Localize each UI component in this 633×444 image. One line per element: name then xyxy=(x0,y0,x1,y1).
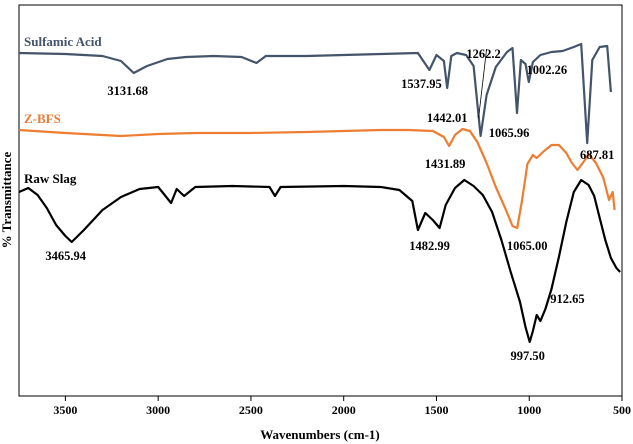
peak-label: 912.65 xyxy=(550,292,584,306)
peak-label: 687.81 xyxy=(580,148,614,162)
series-group xyxy=(18,42,621,344)
x-axis-label: Wavenumbers (cm-1) xyxy=(260,427,380,442)
x-tick-label: 3500 xyxy=(53,403,77,417)
peak-label: 997.50 xyxy=(511,349,545,363)
peak-label: 3131.68 xyxy=(107,84,148,98)
x-tick-label: 500 xyxy=(613,403,631,417)
series-label-z-bfs: Z-BFS xyxy=(24,111,61,126)
series-label-sulfamic-acid: Sulfamic Acid xyxy=(24,34,102,49)
series-line-sulfamic-acid xyxy=(18,42,612,145)
x-tick-label: 1000 xyxy=(517,403,541,417)
peak-label: 1065.96 xyxy=(489,126,530,140)
peak-label: 1065.00 xyxy=(507,239,548,253)
x-tick-label: 1500 xyxy=(424,403,448,417)
peak-label: 1482.99 xyxy=(409,239,450,253)
peak-label: 1002.26 xyxy=(526,63,567,77)
x-axis: 3500 3000 2500 2000 1500 1000 500 xyxy=(53,396,631,417)
annotation-group: 3131.68 1537.95 1442.01 1262.2 1065.96 1002.2… xyxy=(45,47,614,363)
peak-label: 1262.2 xyxy=(466,47,500,61)
series-label-raw-slag: Raw Slag xyxy=(24,171,77,186)
x-tick-label: 2500 xyxy=(239,403,263,417)
peak-label: 1431.89 xyxy=(425,157,466,171)
plot-area: 3131.68 1537.95 1442.01 1262.2 1065.96 1002.2… xyxy=(18,4,623,397)
x-tick-label: 3000 xyxy=(146,403,170,417)
peak-label: 3465.94 xyxy=(45,249,86,263)
x-tick-label: 2000 xyxy=(332,403,356,417)
peak-label: 1537.95 xyxy=(401,77,442,91)
leader-line xyxy=(478,48,487,119)
series-line-z-bfs xyxy=(18,127,616,230)
series-label-group: Sulfamic Acid Z-BFS Raw Slag xyxy=(24,34,102,186)
y-axis-label: % Transmittance xyxy=(0,151,14,248)
plot-frame xyxy=(18,4,623,397)
series-line-raw-slag xyxy=(18,178,621,344)
peak-label: 1442.01 xyxy=(427,111,468,125)
